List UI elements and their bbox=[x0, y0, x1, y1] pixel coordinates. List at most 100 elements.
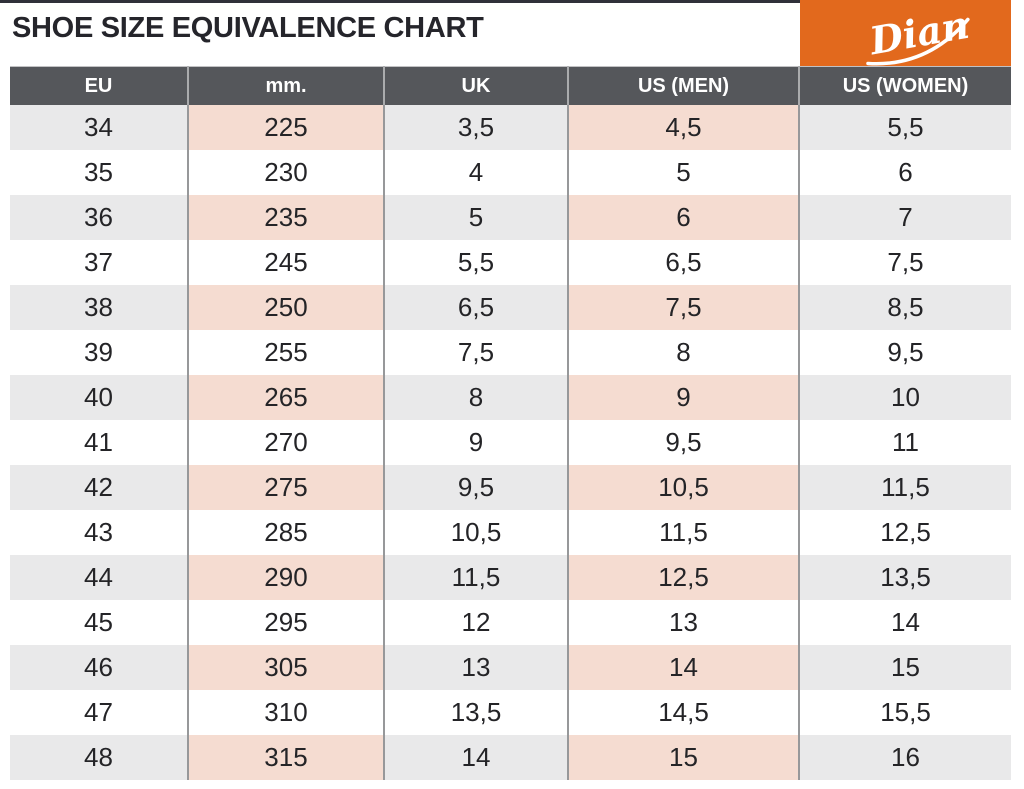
cell-us-men: 14,5 bbox=[567, 690, 799, 735]
cell-eu: 45 bbox=[10, 600, 188, 645]
top-border-line bbox=[0, 0, 800, 3]
cell-us-women: 15 bbox=[798, 645, 1011, 690]
table-row: 48 315 14 15 16 bbox=[10, 735, 1011, 780]
cell-mm: 295 bbox=[187, 600, 384, 645]
column-header-uk: UK bbox=[383, 66, 568, 105]
cell-eu: 39 bbox=[10, 330, 188, 375]
table-row: 36 235 5 6 7 bbox=[10, 195, 1011, 240]
cell-us-women: 7 bbox=[798, 195, 1011, 240]
cell-mm: 270 bbox=[187, 420, 384, 465]
column-header-mm: mm. bbox=[187, 66, 384, 105]
cell-us-men: 8 bbox=[567, 330, 799, 375]
cell-eu: 35 bbox=[10, 150, 188, 195]
cell-uk: 10,5 bbox=[383, 510, 568, 555]
column-header-us-men: US (MEN) bbox=[567, 66, 799, 105]
cell-us-women: 15,5 bbox=[798, 690, 1011, 735]
table-row: 44 290 11,5 12,5 13,5 bbox=[10, 555, 1011, 600]
table-row: 40 265 8 9 10 bbox=[10, 375, 1011, 420]
cell-uk: 8 bbox=[383, 375, 568, 420]
table-body: 34 225 3,5 4,5 5,5 35 230 4 5 6 36 235 5 6 7 37 245 5,5 6,… bbox=[10, 105, 1011, 780]
table-header-row: EU mm. UK US (MEN) US (WOMEN) bbox=[10, 66, 1011, 105]
cell-mm: 310 bbox=[187, 690, 384, 735]
cell-mm: 265 bbox=[187, 375, 384, 420]
cell-us-women: 11 bbox=[798, 420, 1011, 465]
cell-eu: 41 bbox=[10, 420, 188, 465]
dian-logo-svg: Dian bbox=[865, 2, 972, 66]
cell-uk: 6,5 bbox=[383, 285, 568, 330]
cell-mm: 230 bbox=[187, 150, 384, 195]
cell-us-women: 11,5 bbox=[798, 465, 1011, 510]
table-row: 47 310 13,5 14,5 15,5 bbox=[10, 690, 1011, 735]
cell-us-women: 12,5 bbox=[798, 510, 1011, 555]
cell-us-men: 4,5 bbox=[567, 105, 799, 150]
cell-us-men: 12,5 bbox=[567, 555, 799, 600]
cell-uk: 3,5 bbox=[383, 105, 568, 150]
cell-mm: 290 bbox=[187, 555, 384, 600]
cell-us-men: 13 bbox=[567, 600, 799, 645]
cell-eu: 37 bbox=[10, 240, 188, 285]
brand-logo: Dian bbox=[800, 0, 1011, 66]
column-header-eu: EU bbox=[10, 66, 188, 105]
cell-mm: 285 bbox=[187, 510, 384, 555]
cell-us-men: 10,5 bbox=[567, 465, 799, 510]
table-row: 38 250 6,5 7,5 8,5 bbox=[10, 285, 1011, 330]
table-row: 35 230 4 5 6 bbox=[10, 150, 1011, 195]
cell-uk: 4 bbox=[383, 150, 568, 195]
table-row: 39 255 7,5 8 9,5 bbox=[10, 330, 1011, 375]
cell-us-women: 5,5 bbox=[798, 105, 1011, 150]
cell-us-women: 10 bbox=[798, 375, 1011, 420]
column-header-us-women: US (WOMEN) bbox=[798, 66, 1011, 105]
cell-eu: 47 bbox=[10, 690, 188, 735]
cell-uk: 9,5 bbox=[383, 465, 568, 510]
cell-eu: 46 bbox=[10, 645, 188, 690]
cell-eu: 44 bbox=[10, 555, 188, 600]
cell-eu: 38 bbox=[10, 285, 188, 330]
cell-eu: 43 bbox=[10, 510, 188, 555]
cell-us-men: 15 bbox=[567, 735, 799, 780]
table-row: 42 275 9,5 10,5 11,5 bbox=[10, 465, 1011, 510]
table-row: 46 305 13 14 15 bbox=[10, 645, 1011, 690]
cell-uk: 13 bbox=[383, 645, 568, 690]
cell-uk: 13,5 bbox=[383, 690, 568, 735]
cell-uk: 5 bbox=[383, 195, 568, 240]
table-row: 45 295 12 13 14 bbox=[10, 600, 1011, 645]
cell-uk: 11,5 bbox=[383, 555, 568, 600]
cell-us-women: 13,5 bbox=[798, 555, 1011, 600]
cell-mm: 245 bbox=[187, 240, 384, 285]
cell-us-men: 6 bbox=[567, 195, 799, 240]
cell-uk: 7,5 bbox=[383, 330, 568, 375]
cell-mm: 235 bbox=[187, 195, 384, 240]
cell-us-men: 7,5 bbox=[567, 285, 799, 330]
cell-us-men: 9 bbox=[567, 375, 799, 420]
cell-us-women: 14 bbox=[798, 600, 1011, 645]
cell-mm: 305 bbox=[187, 645, 384, 690]
table-row: 41 270 9 9,5 11 bbox=[10, 420, 1011, 465]
logo-underline-swash bbox=[866, 17, 970, 66]
cell-us-women: 7,5 bbox=[798, 240, 1011, 285]
cell-us-women: 8,5 bbox=[798, 285, 1011, 330]
cell-us-men: 11,5 bbox=[567, 510, 799, 555]
cell-eu: 36 bbox=[10, 195, 188, 240]
cell-uk: 5,5 bbox=[383, 240, 568, 285]
cell-us-men: 5 bbox=[567, 150, 799, 195]
cell-eu: 48 bbox=[10, 735, 188, 780]
table-row: 37 245 5,5 6,5 7,5 bbox=[10, 240, 1011, 285]
cell-us-women: 6 bbox=[798, 150, 1011, 195]
cell-mm: 275 bbox=[187, 465, 384, 510]
cell-us-women: 9,5 bbox=[798, 330, 1011, 375]
cell-uk: 14 bbox=[383, 735, 568, 780]
cell-mm: 250 bbox=[187, 285, 384, 330]
cell-us-men: 6,5 bbox=[567, 240, 799, 285]
cell-eu: 34 bbox=[10, 105, 188, 150]
cell-mm: 315 bbox=[187, 735, 384, 780]
table-row: 43 285 10,5 11,5 12,5 bbox=[10, 510, 1011, 555]
cell-eu: 42 bbox=[10, 465, 188, 510]
cell-uk: 12 bbox=[383, 600, 568, 645]
cell-mm: 225 bbox=[187, 105, 384, 150]
cell-eu: 40 bbox=[10, 375, 188, 420]
cell-uk: 9 bbox=[383, 420, 568, 465]
page-title: SHOE SIZE EQUIVALENCE CHART bbox=[12, 12, 484, 44]
cell-us-men: 14 bbox=[567, 645, 799, 690]
cell-mm: 255 bbox=[187, 330, 384, 375]
